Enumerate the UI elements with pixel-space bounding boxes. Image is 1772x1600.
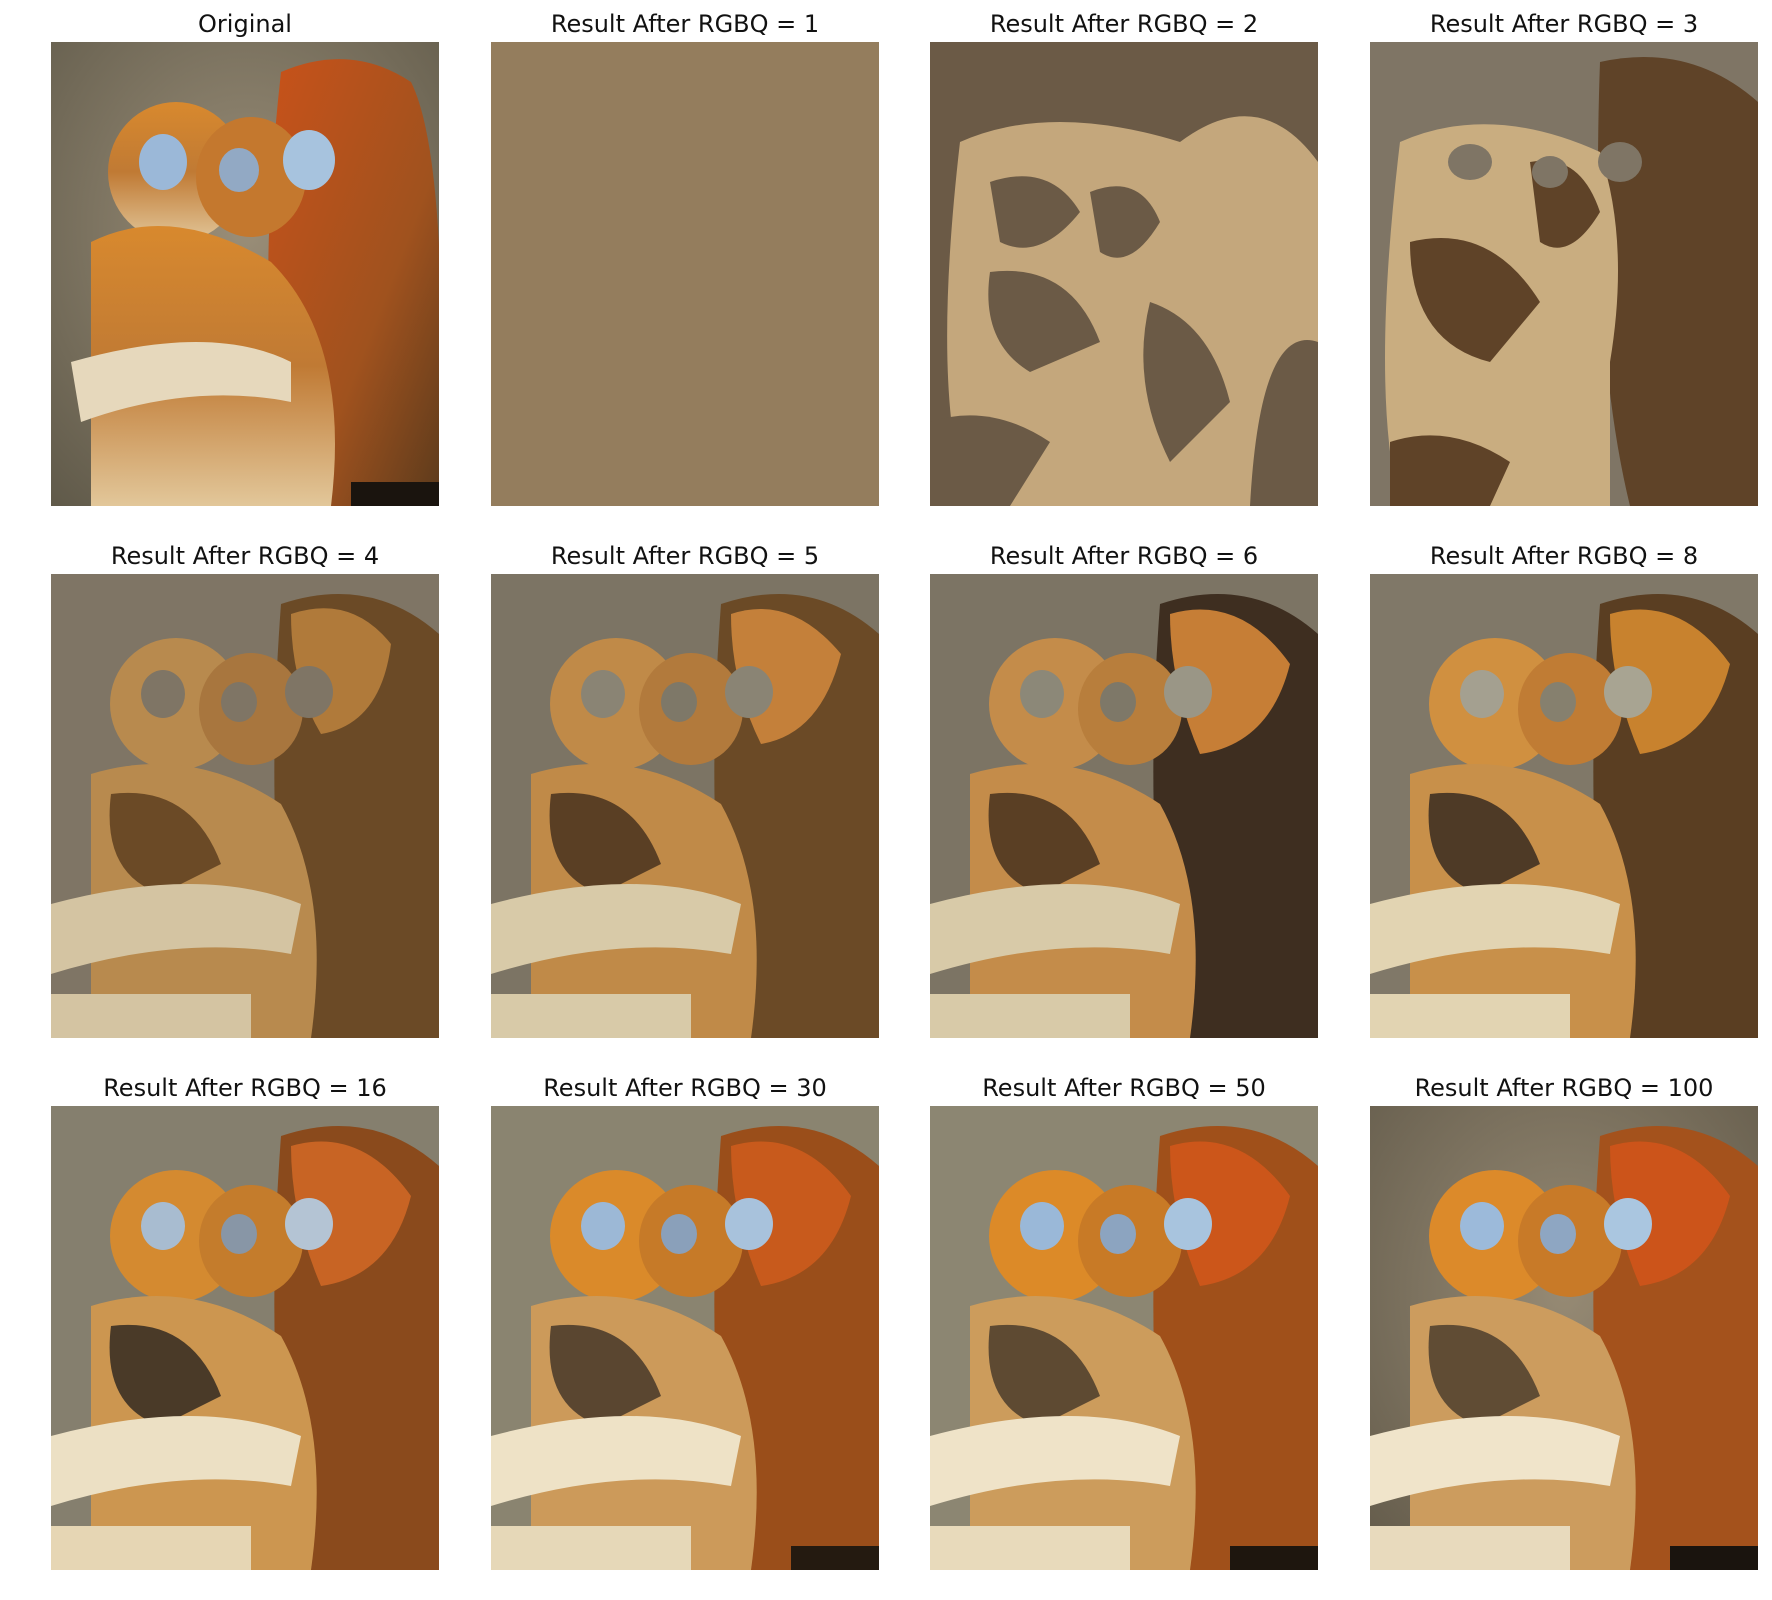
panel-title: Result After RGBQ = 5 [550,542,820,570]
monkeys-photo-quantized [1370,574,1758,1038]
panel-title: Result After RGBQ = 6 [989,542,1259,570]
panel-title: Result After RGBQ = 100 [1414,1074,1714,1102]
monkeys-photo-quantized [51,1106,439,1570]
monkeys-photo-quantized [491,1106,879,1570]
monkeys-photo-quantized [930,574,1318,1038]
panel-title: Result After RGBQ = 4 [110,542,380,570]
monkeys-photo-quantized [491,574,879,1038]
panel-title: Result After RGBQ = 30 [543,1074,827,1102]
panel-title: Result After RGBQ = 8 [1429,542,1699,570]
monkeys-photo-quantized [51,574,439,1038]
panel-title: Result After RGBQ = 16 [103,1074,387,1102]
monkeys-photo-quantized [491,42,879,506]
monkeys-photo-original [51,42,439,506]
panel-title: Result After RGBQ = 3 [1429,10,1699,38]
monkeys-photo-quantized [1370,42,1758,506]
panel-title: Result After RGBQ = 1 [550,10,820,38]
monkeys-photo-quantized [1370,1106,1758,1570]
monkeys-photo-quantized [930,42,1318,506]
monkeys-photo-quantized [930,1106,1318,1570]
panel-title: Original [198,10,292,38]
panel-title: Result After RGBQ = 2 [989,10,1259,38]
panel-title: Result After RGBQ = 50 [982,1074,1266,1102]
